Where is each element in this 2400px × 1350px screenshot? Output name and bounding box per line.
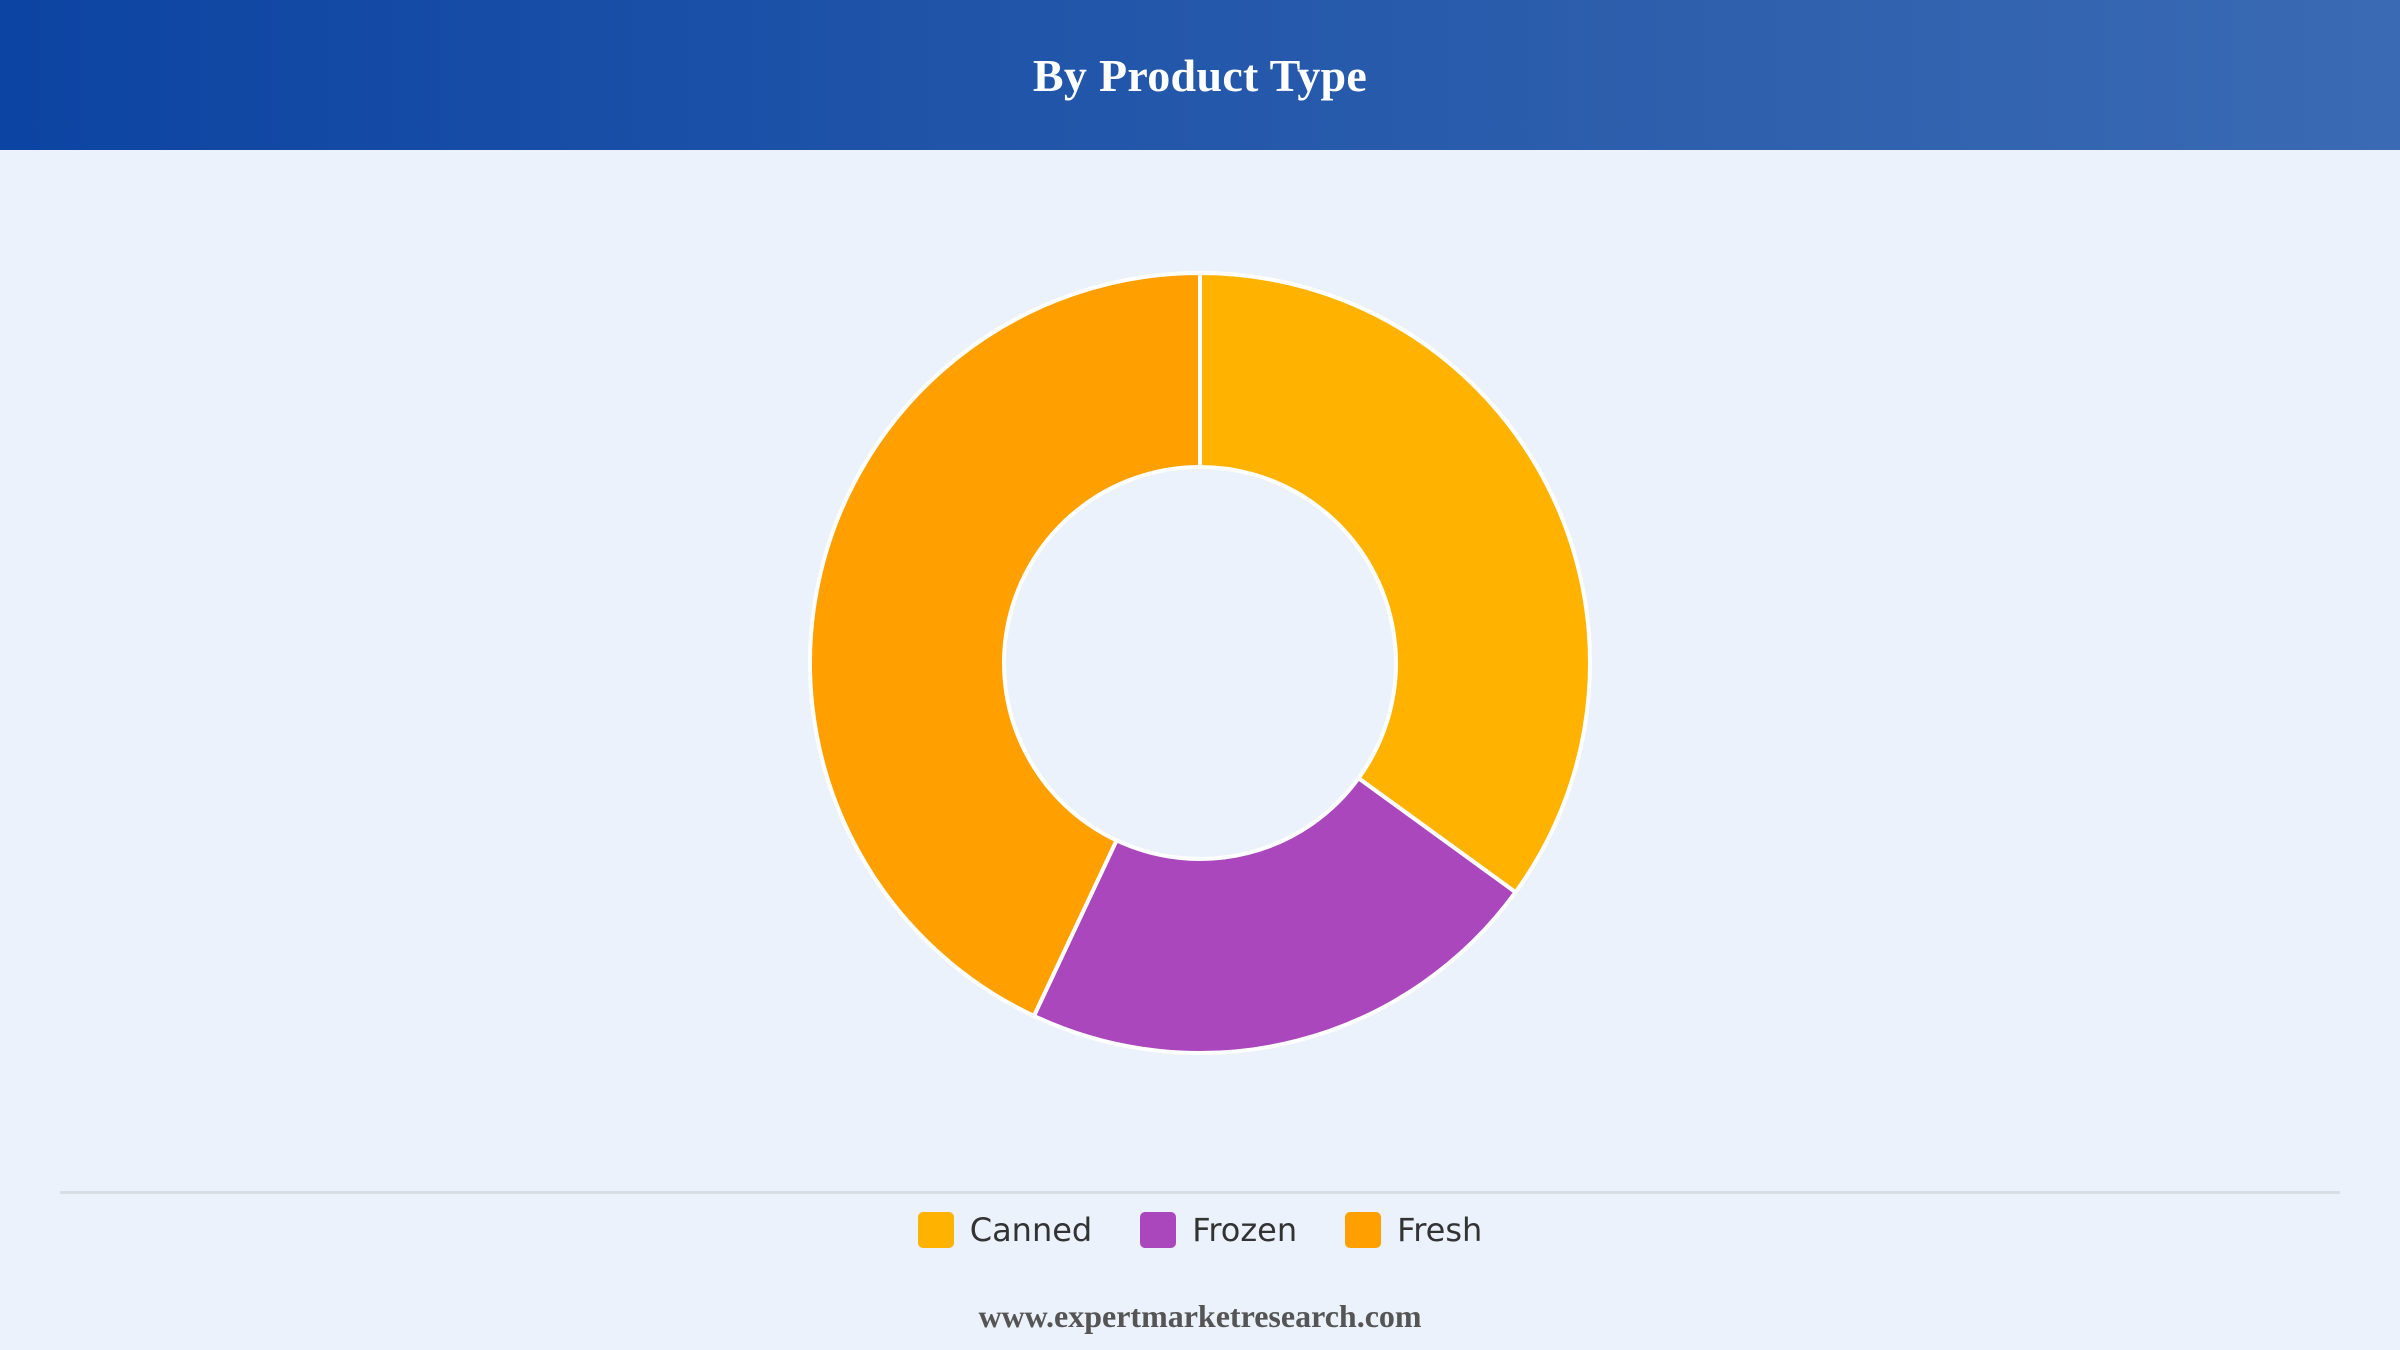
legend-label-frozen: Frozen — [1192, 1211, 1298, 1249]
slice-canned[interactable] — [1198, 271, 1592, 895]
legend: Canned Frozen Fresh — [0, 1210, 2400, 1250]
chart-area — [0, 150, 2400, 1190]
donut-chart — [808, 271, 1592, 1055]
legend-swatch-frozen — [1140, 1212, 1177, 1248]
legend-swatch-canned — [917, 1212, 954, 1248]
slice-fresh[interactable] — [808, 271, 1202, 1018]
legend-label-fresh: Fresh — [1397, 1211, 1483, 1249]
legend-item-fresh[interactable]: Fresh — [1345, 1211, 1482, 1249]
legend-item-frozen[interactable]: Frozen — [1140, 1211, 1297, 1249]
source-footer: www.expertmarketresearch.com — [978, 1298, 1422, 1334]
legend-item-canned[interactable]: Canned — [917, 1211, 1093, 1249]
header-banner: By Product Type — [0, 0, 2400, 150]
legend-swatch-fresh — [1345, 1212, 1382, 1248]
slice-frozen[interactable] — [1031, 776, 1518, 1055]
legend-label-canned: Canned — [969, 1211, 1093, 1249]
legend-divider — [60, 1191, 2340, 1194]
chart-title: By Product Type — [1032, 49, 1368, 101]
